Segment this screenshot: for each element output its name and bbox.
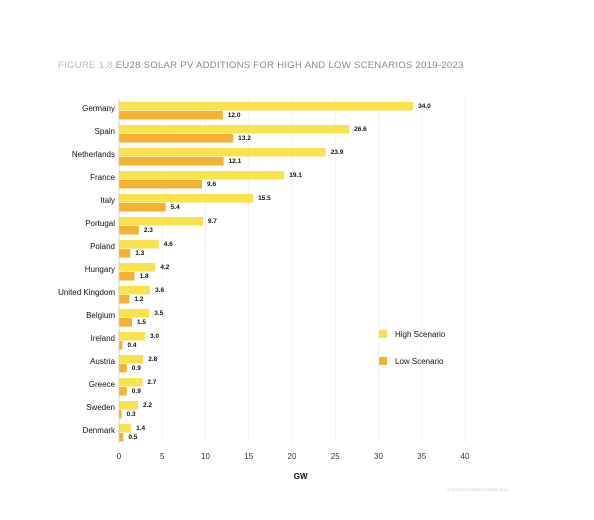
value-label-low: 12.0 [228,112,241,119]
bar-low-scenario [119,295,130,304]
bar-low-scenario [119,249,131,258]
value-label-low: 9.6 [207,181,216,188]
legend-swatch-high [379,330,387,338]
x-tick-label: 25 [331,452,340,461]
bar-high-scenario [119,263,156,272]
category-label: Poland [90,242,115,251]
bar-low-scenario [119,433,124,442]
x-tick-label: 30 [374,452,383,461]
category-label: Portugal [85,219,115,228]
value-label-low: 1.5 [137,319,146,326]
bar-high-scenario [119,240,159,249]
legend-swatch-low [379,357,387,365]
category-label: Greece [89,380,116,389]
bar-low-scenario [119,157,224,166]
value-label-high: 26.6 [354,126,367,133]
value-label-high: 3.0 [150,333,159,340]
x-tick-label: 10 [201,452,210,461]
bar-high-scenario [119,309,150,318]
category-label: Austria [90,357,115,366]
category-label: Hungary [85,265,115,274]
category-label: Ireland [91,334,115,343]
bar-high-scenario [119,401,139,410]
category-label: Italy [100,196,115,205]
bar-high-scenario [119,148,326,157]
chart-title-text: EU28 SOLAR PV ADDITIONS FOR HIGH AND LOW… [115,60,464,71]
value-label-high: 9.7 [208,218,217,225]
bar-low-scenario [119,180,203,189]
value-label-low: 0.3 [127,411,136,418]
value-label-high: 23.9 [331,149,344,156]
bar-low-scenario [119,203,166,212]
bar-high-scenario [119,217,203,226]
value-label-low: 0.5 [128,434,137,441]
value-label-low: 2.3 [144,227,153,234]
chart-title: FIGURE 1.8 EU28 SOLAR PV ADDITIONS FOR H… [58,60,464,71]
figure-number: FIGURE 1.8 [58,60,113,71]
bar-high-scenario [119,355,144,364]
category-label: Denmark [83,426,116,435]
category-label: Sweden [86,403,115,412]
value-label-low: 12.1 [229,158,242,165]
x-tick-label: 5 [160,452,165,461]
bar-low-scenario [119,341,123,350]
value-label-low: 13.2 [238,135,251,142]
value-label-high: 3.5 [154,310,163,317]
bar-high-scenario [119,378,143,387]
value-label-low: 0.9 [132,388,141,395]
category-label: Germany [82,104,115,113]
x-axis-title: GW [294,472,308,481]
value-label-low: 1.3 [135,250,144,257]
value-label-high: 4.6 [164,241,173,248]
category-label: Belgium [86,311,115,320]
bar-high-scenario [119,424,132,433]
value-label-high: 1.4 [136,425,145,432]
bar-high-scenario [119,286,151,295]
value-label-low: 5.4 [171,204,180,211]
value-label-high: 19.1 [289,172,302,179]
bar-low-scenario [119,318,132,327]
copyright-credit: © SOLARPOWER EUROPE 2019 [447,487,508,492]
category-label: Netherlands [72,150,115,159]
x-tick-label: 0 [117,452,122,461]
bar-low-scenario [119,134,234,143]
bar-low-scenario [119,226,139,235]
bar-low-scenario [119,387,127,396]
bar-high-scenario [119,171,285,180]
bar-low-scenario [119,111,223,120]
category-label: Spain [95,127,115,136]
x-tick-label: 35 [417,452,426,461]
value-label-high: 3.6 [155,287,164,294]
value-label-high: 34.0 [418,103,431,110]
bar-high-scenario [119,125,350,134]
legend-label-high: High Scenario [395,330,446,339]
bar-low-scenario [119,410,122,419]
category-label: France [90,173,115,182]
bar-high-scenario [119,332,145,341]
x-tick-label: 15 [244,452,253,461]
x-tick-label: 40 [461,452,470,461]
value-label-high: 2.2 [143,402,152,409]
legend-label-low: Low Scenario [395,357,444,366]
value-label-high: 2.7 [147,379,156,386]
value-label-low: 0.4 [127,342,136,349]
value-label-low: 0.9 [132,365,141,372]
value-label-high: 2.8 [148,356,157,363]
bar-high-scenario [119,194,254,203]
x-tick-label: 20 [288,452,297,461]
value-label-high: 15.5 [258,195,271,202]
bar-low-scenario [119,364,127,373]
value-label-low: 1.8 [140,273,149,280]
value-label-high: 4.2 [160,264,169,271]
bar-low-scenario [119,272,135,281]
value-label-low: 1.2 [134,296,143,303]
category-label: United Kingdom [58,288,115,297]
bar-high-scenario [119,102,414,111]
